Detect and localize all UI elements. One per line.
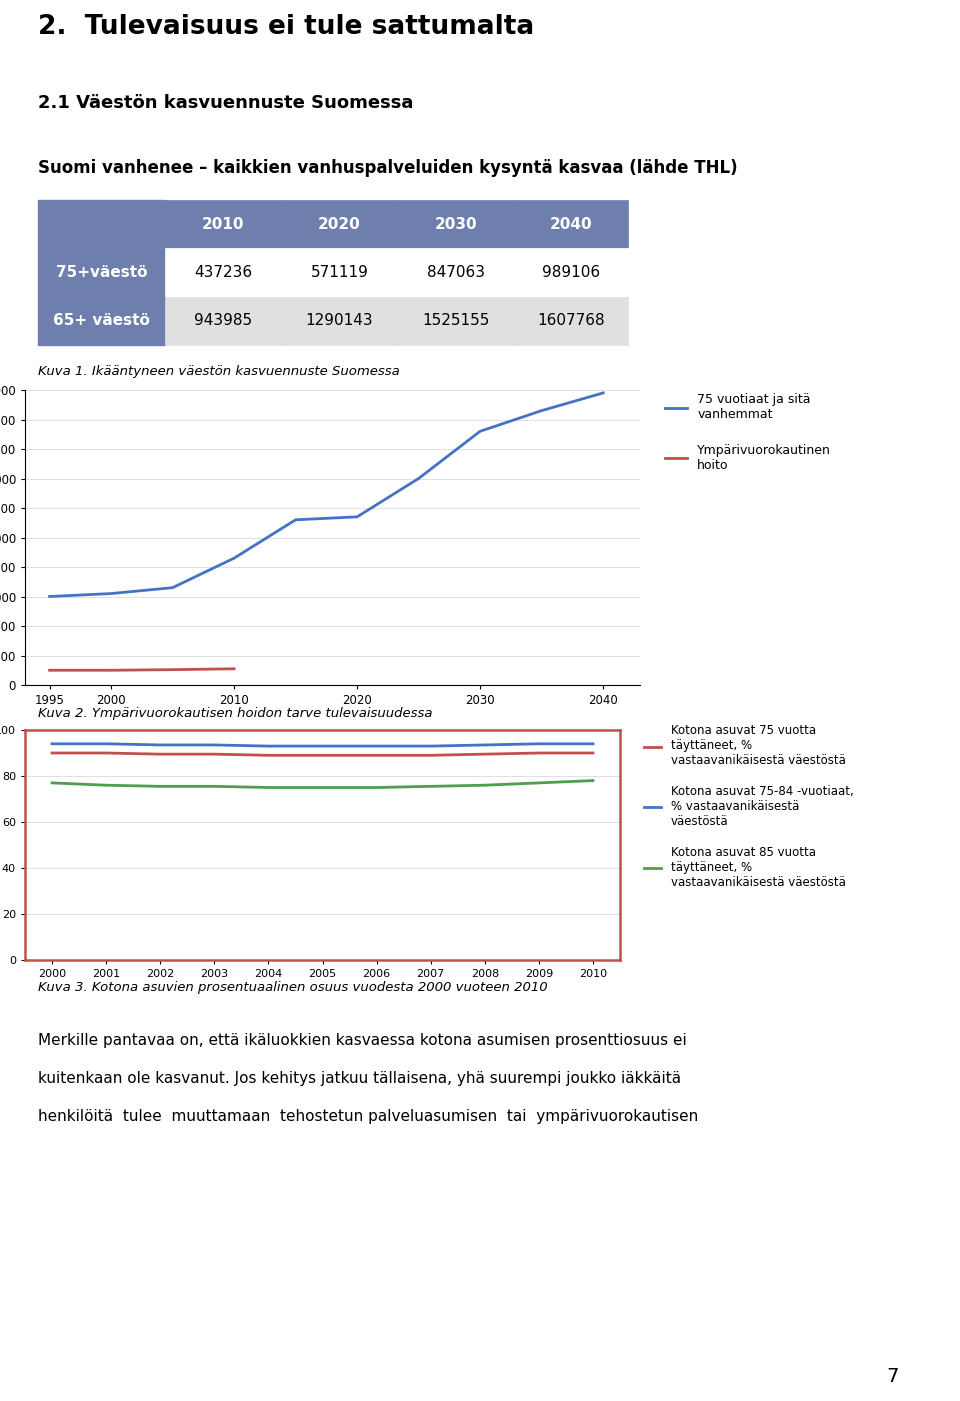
Bar — [281, 200, 397, 248]
Text: 571119: 571119 — [311, 265, 369, 280]
Bar — [165, 248, 281, 297]
Text: 437236: 437236 — [194, 265, 252, 280]
Bar — [514, 297, 629, 345]
Text: Suomi vanhenee – kaikkien vanhuspalveluiden kysyntä kasvaa (lähde THL): Suomi vanhenee – kaikkien vanhuspalvelui… — [38, 158, 738, 177]
Legend: Kotona asuvat 75 vuotta
täyttäneet, %
vastaavanikäisestä väestöstä, Kotona asuva: Kotona asuvat 75 vuotta täyttäneet, % va… — [644, 724, 853, 888]
Text: 75+väestö: 75+väestö — [56, 265, 148, 280]
Text: 2020: 2020 — [318, 217, 361, 231]
Text: 2.1 Väestön kasvuennuste Suomessa: 2.1 Väestön kasvuennuste Suomessa — [38, 94, 414, 112]
Text: 2030: 2030 — [435, 217, 477, 231]
Text: 1607768: 1607768 — [538, 314, 605, 328]
Bar — [397, 200, 514, 248]
Bar — [281, 248, 397, 297]
Legend: 75 vuotiaat ja sitä
vanhemmat, Ympärivuorokautinen
hoito: 75 vuotiaat ja sitä vanhemmat, Ympärivuo… — [664, 394, 831, 472]
Bar — [514, 200, 629, 248]
Bar — [38, 200, 165, 248]
Text: Kuva 1. Ikääntyneen väestön kasvuennuste Suomessa: Kuva 1. Ikääntyneen väestön kasvuennuste… — [38, 364, 400, 378]
Text: 847063: 847063 — [427, 265, 485, 280]
Bar — [514, 248, 629, 297]
Bar — [38, 248, 165, 297]
Text: Kuva 2. Ympärivuorokautisen hoidon tarve tulevaisuudessa: Kuva 2. Ympärivuorokautisen hoidon tarve… — [38, 706, 433, 720]
Text: 65+ väestö: 65+ väestö — [54, 314, 151, 328]
Text: 1525155: 1525155 — [422, 314, 490, 328]
Text: henkilöitä  tulee  muuttamaan  tehostetun palveluasumisen  tai  ympärivuorokauti: henkilöitä tulee muuttamaan tehostetun p… — [38, 1110, 699, 1124]
Text: Kuva 3. Kotona asuvien prosentuaalinen osuus vuodesta 2000 vuoteen 2010: Kuva 3. Kotona asuvien prosentuaalinen o… — [38, 981, 548, 993]
Text: 2010: 2010 — [203, 217, 245, 231]
Bar — [281, 297, 397, 345]
Text: 7: 7 — [887, 1367, 899, 1386]
Bar — [165, 297, 281, 345]
Bar — [397, 297, 514, 345]
Text: Merkille pantavaa on, että ikäluokkien kasvaessa kotona asumisen prosenttiosuus : Merkille pantavaa on, että ikäluokkien k… — [38, 1034, 687, 1048]
Bar — [397, 248, 514, 297]
Text: 1290143: 1290143 — [306, 314, 373, 328]
Bar — [165, 200, 281, 248]
Text: kuitenkaan ole kasvanut. Jos kehitys jatkuu tällaisena, yhä suurempi joukko iäkk: kuitenkaan ole kasvanut. Jos kehitys jat… — [38, 1072, 682, 1086]
Text: 943985: 943985 — [194, 314, 252, 328]
Text: 2.  Tulevaisuus ei tule sattumalta: 2. Tulevaisuus ei tule sattumalta — [38, 14, 535, 41]
Text: 989106: 989106 — [542, 265, 600, 280]
Bar — [38, 297, 165, 345]
Text: 2040: 2040 — [550, 217, 592, 231]
